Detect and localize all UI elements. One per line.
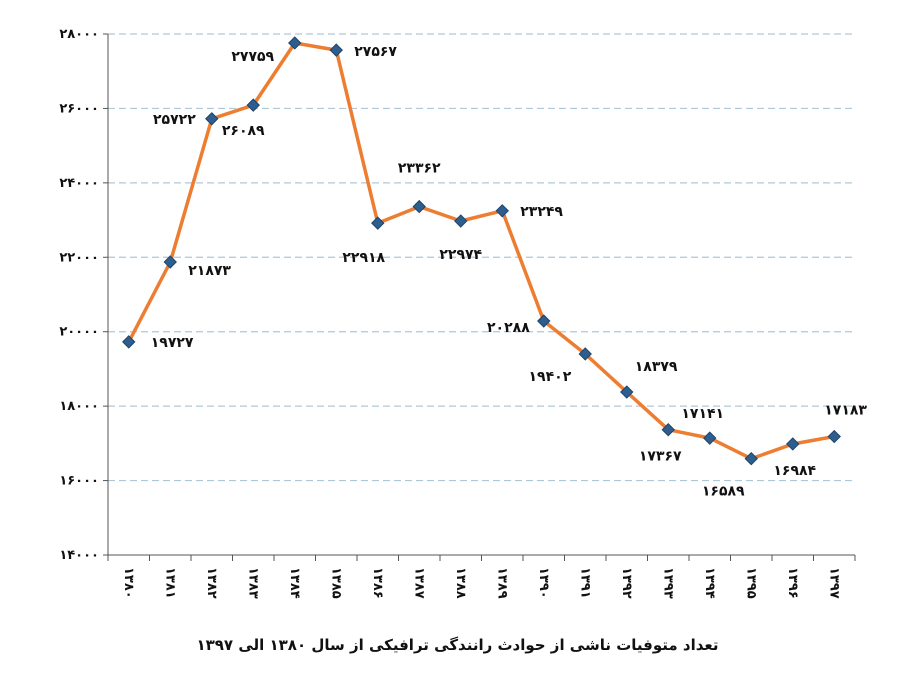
x-tick-label: ۱۳۸۳: [245, 567, 260, 599]
x-tick-label: ۱۳۹۰: [536, 567, 551, 599]
x-tick-label: ۱۳۹۶: [785, 567, 800, 599]
x-tick-label: ۱۳۹۷: [826, 567, 841, 599]
data-label: ۱۶۹۸۴: [773, 463, 816, 479]
data-label: ۲۷۷۵۹: [231, 49, 274, 65]
data-label: ۲۰۲۸۸: [487, 320, 530, 336]
data-point: [454, 214, 468, 228]
data-point: [661, 422, 675, 437]
data-label: ۲۲۹۱۸: [342, 250, 385, 266]
y-tick-label: ۱۶۰۰۰: [59, 474, 99, 489]
data-label: ۲۷۵۶۷: [354, 44, 397, 60]
data-point: [827, 429, 841, 444]
data-point: [786, 437, 800, 451]
data-point: [371, 216, 385, 230]
data-point: [246, 98, 260, 112]
line-chart: ۱۴۰۰۰ ۱۶۰۰۰ ۱۸۰۰۰ ۲۰۰۰۰ ۲۲۰۰۰ ۲۴۰۰۰ ۲۶۰۰۰ ۲۸۰۰۰…: [59, 27, 868, 599]
data-label: ۱۶۵۸۹: [702, 484, 745, 500]
x-tick-label: ۱۳۸۶: [370, 567, 385, 599]
data-label: ۲۳۲۴۹: [520, 204, 563, 220]
data-point-markers: [122, 36, 841, 466]
x-tick-label: ۱۳۹۲: [619, 567, 634, 599]
data-point: [288, 36, 302, 50]
data-point: [163, 255, 177, 269]
x-tick-label: ۱۳۹۵: [743, 567, 758, 599]
x-axis-tick-labels: ۱۳۸۰ ۱۳۸۱ ۱۳۸۲ ۱۳۸۳ ۱۳۸۴ ۱۳۸۵ ۱۳۸۶ ۱۳۸۷ ۱۳۸۸ ۱۳۸۹…: [121, 567, 842, 599]
data-point: [703, 431, 717, 445]
y-axis-tick-labels: ۱۴۰۰۰ ۱۶۰۰۰ ۱۸۰۰۰ ۲۰۰۰۰ ۲۲۰۰۰ ۲۴۰۰۰ ۲۶۰۰۰ ۲۸۰۰۰: [59, 27, 99, 563]
x-tick-label: ۱۳۸۰: [121, 567, 136, 599]
x-tick-label: ۱۳۹۴: [702, 567, 717, 599]
y-tick-label: ۲۶۰۰۰: [59, 101, 99, 116]
data-label: ۲۲۹۷۴: [439, 247, 482, 263]
data-label: ۱۷۱۴۱: [681, 406, 724, 422]
data-label: ۲۵۷۲۲: [153, 112, 196, 128]
y-tick-label: ۲۲۰۰۰: [59, 250, 99, 265]
x-tick-label: ۱۳۸۱: [162, 567, 177, 599]
data-label: ۱۹۴۰۲: [529, 369, 572, 385]
x-tick-label: ۱۳۸۴: [287, 567, 302, 599]
axes: [103, 33, 856, 561]
data-point: [412, 199, 426, 214]
x-tick-label: ۱۳۸۸: [453, 567, 468, 599]
data-label: ۱۹۷۲۷: [151, 335, 194, 351]
data-point: [620, 385, 634, 399]
data-label: ۲۱۸۷۳: [188, 263, 231, 279]
data-label: ۱۸۳۷۹: [635, 359, 678, 375]
data-point: [578, 347, 592, 361]
y-tick-label: ۱۴۰۰۰: [59, 548, 99, 563]
y-tick-label: ۱۸۰۰۰: [59, 399, 99, 414]
series-line-path: [127, 41, 835, 461]
data-label: ۱۷۳۶۷: [639, 449, 682, 465]
data-label: ۱۷۱۸۳: [824, 403, 867, 419]
chart-title: تعداد متوفیات ناشی از حوادث رانندگی تراف…: [196, 636, 719, 654]
data-label: ۲۶۰۸۹: [222, 123, 265, 139]
data-point: [495, 204, 509, 218]
x-tick-label: ۱۳۸۷: [411, 567, 426, 599]
series-line: [127, 41, 835, 461]
data-labels: ۱۹۷۲۷ ۲۱۸۷۳ ۲۵۷۲۲ ۲۶۰۸۹ ۲۷۷۵۹ ۲۷۵۶۷ ۲۲۹۱۸ ۲۳۳۶۲…: [151, 44, 868, 500]
y-tick-label: ۲۴۰۰۰: [59, 176, 99, 191]
y-tick-label: ۲۸۰۰۰: [59, 27, 99, 42]
grid-lines: [108, 33, 855, 482]
data-label: ۲۳۳۶۲: [398, 161, 441, 177]
data-point: [329, 43, 343, 57]
x-tick-label: ۱۳۹۱: [577, 567, 592, 599]
x-tick-label: ۱۳۸۵: [328, 567, 343, 599]
data-point: [205, 112, 219, 126]
x-tick-label: ۱۳۸۲: [204, 567, 219, 599]
x-tick-label: ۱۳۸۹: [494, 567, 509, 599]
data-point: [744, 451, 758, 466]
y-tick-label: ۲۰۰۰۰: [59, 325, 99, 340]
x-tick-label: ۱۳۹۳: [660, 567, 675, 599]
data-point: [537, 314, 551, 328]
data-point: [122, 335, 136, 349]
